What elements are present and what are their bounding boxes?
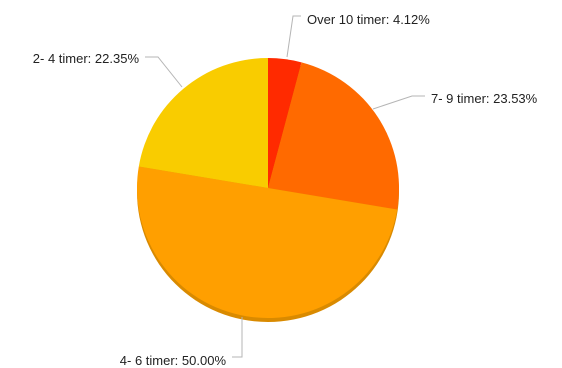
slice-label-4-6: 4- 6 timer: 50.00% bbox=[120, 353, 227, 368]
leader-line-3 bbox=[145, 56, 183, 88]
leader-line-0 bbox=[286, 15, 301, 58]
pie-slices bbox=[136, 58, 400, 319]
slice-labels: Over 10 timer: 4.12% 7- 9 timer: 23.53% … bbox=[33, 12, 538, 368]
slice-label-over-10: Over 10 timer: 4.12% bbox=[307, 12, 430, 27]
slice-label-7-9: 7- 9 timer: 23.53% bbox=[431, 91, 538, 106]
label-leaders bbox=[145, 15, 425, 358]
leader-line-1 bbox=[372, 95, 425, 110]
slice-label-2-4: 2- 4 timer: 22.35% bbox=[33, 51, 140, 66]
leader-line-2 bbox=[232, 317, 243, 358]
pie-slice-3 bbox=[138, 58, 268, 188]
pie-slice-2 bbox=[136, 166, 398, 319]
pie-slice-0 bbox=[268, 58, 302, 188]
pie-slice-1 bbox=[268, 62, 400, 210]
